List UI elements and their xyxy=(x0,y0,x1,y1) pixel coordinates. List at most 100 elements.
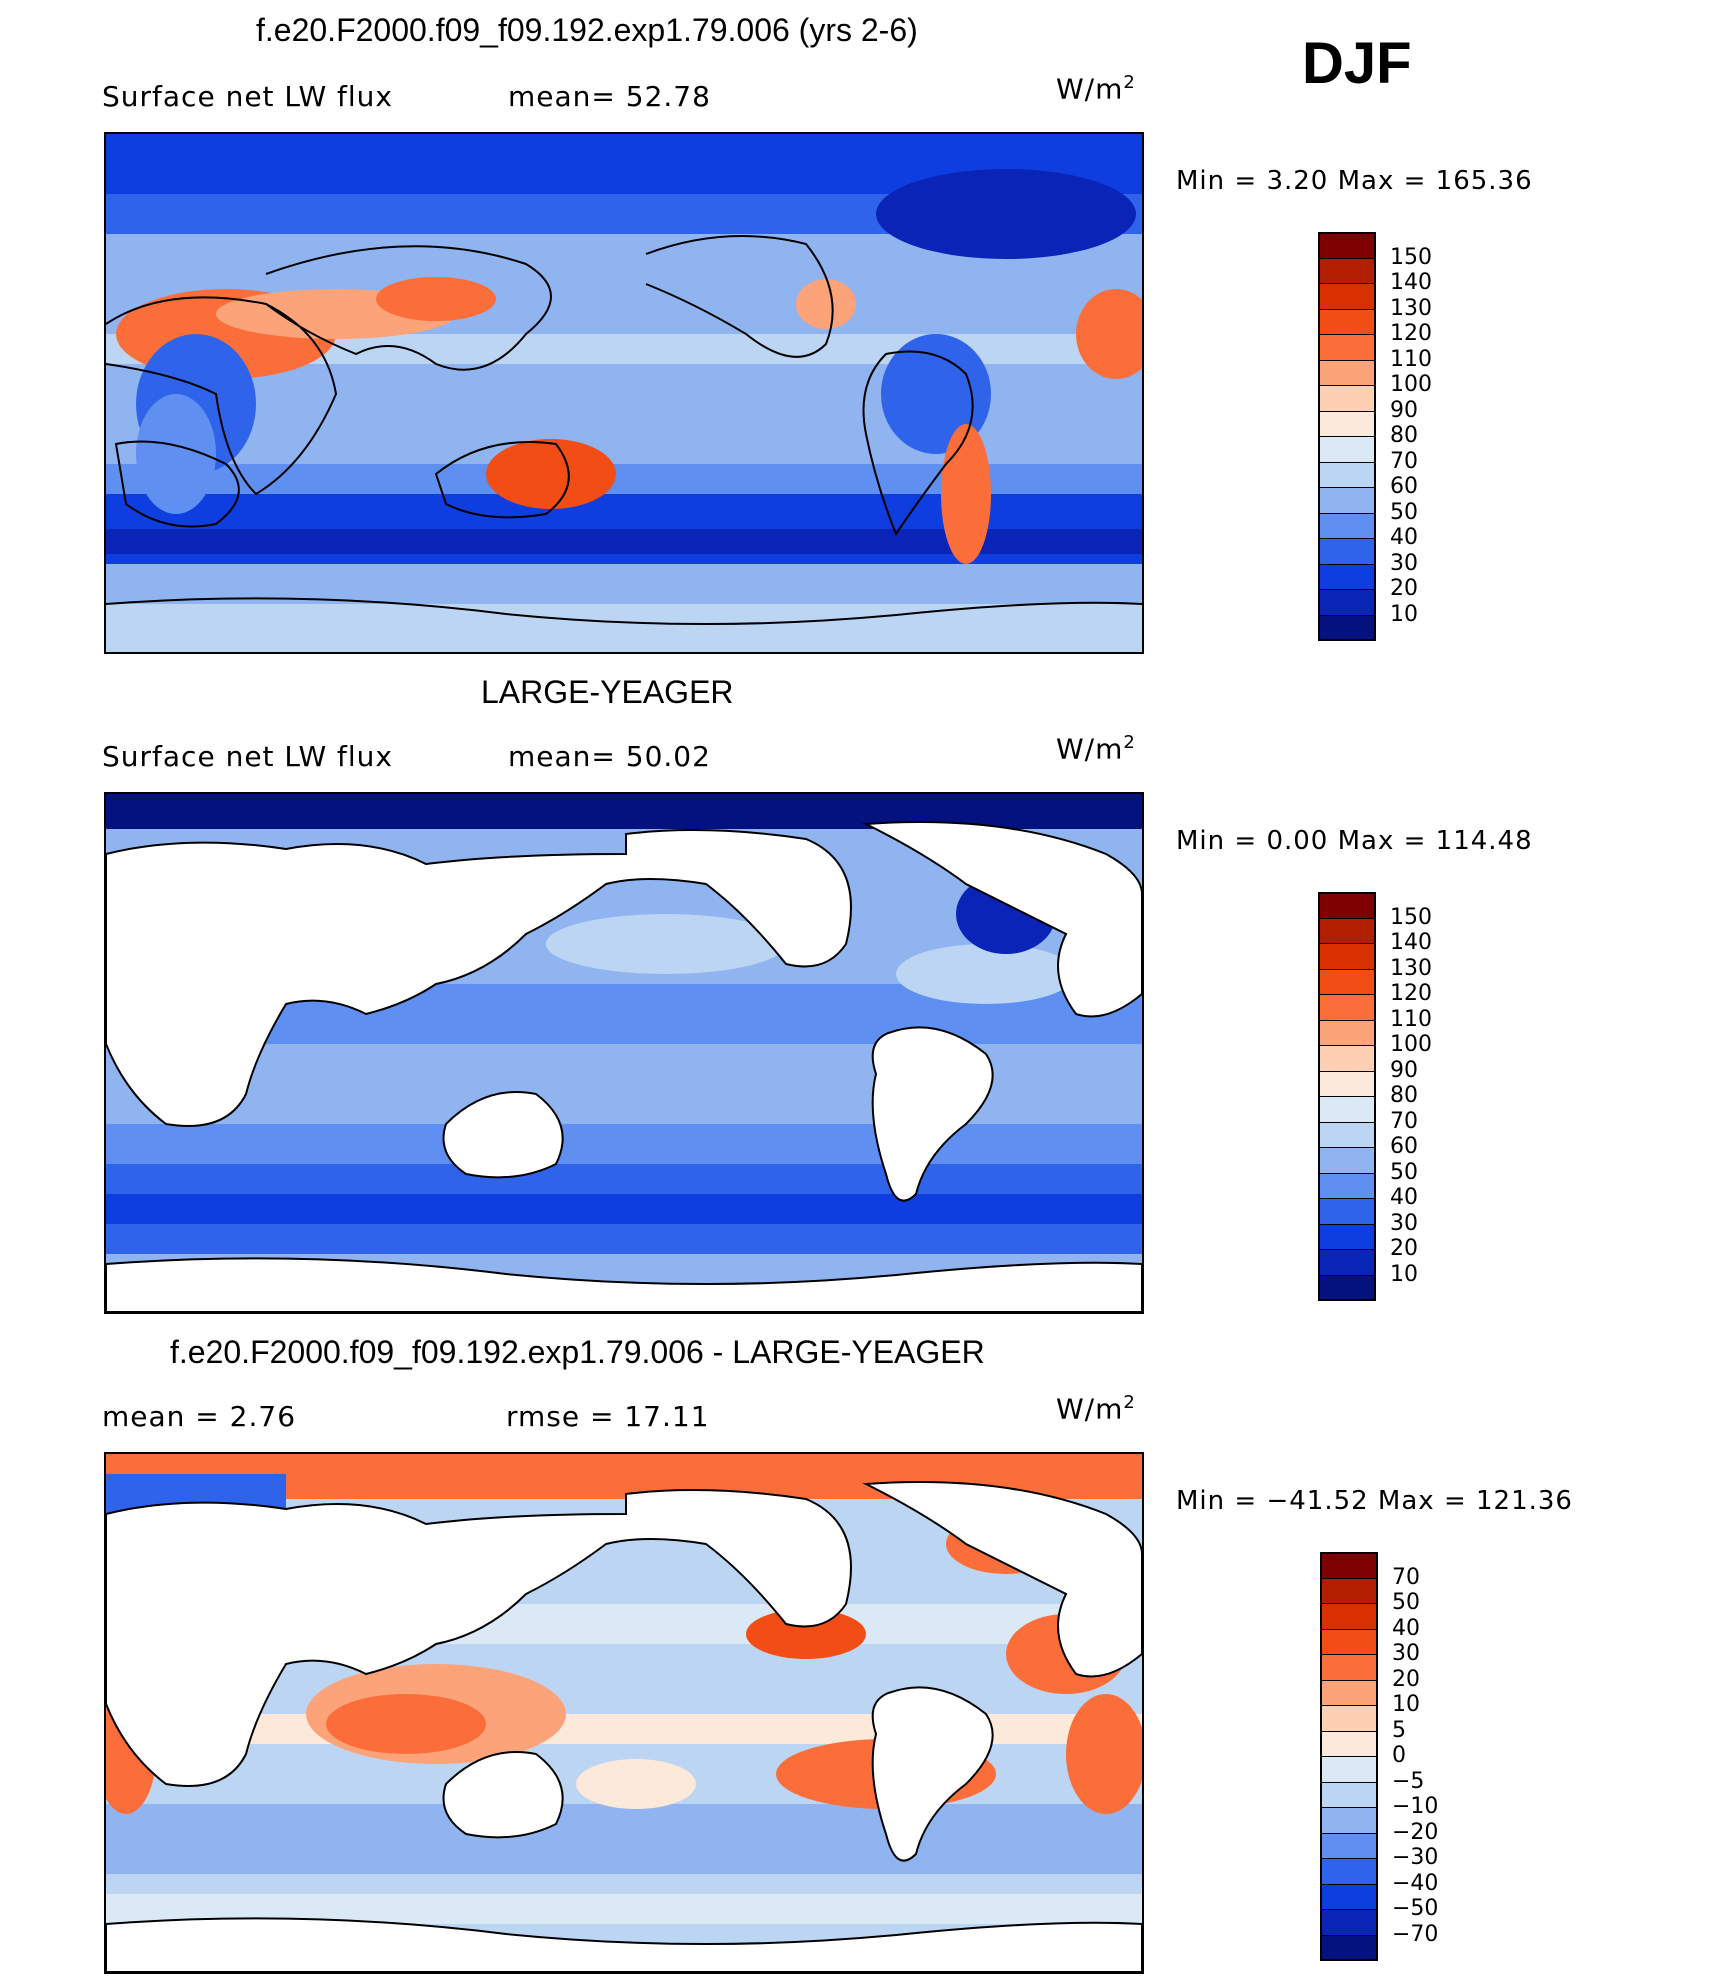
colorbar-swatch xyxy=(1318,385,1376,411)
panel-2-mean: mean= 50.02 xyxy=(508,740,711,773)
panel-2-title: LARGE-YEAGER xyxy=(481,674,734,710)
panel-1-variable-label: Surface net LW flux xyxy=(102,80,393,113)
colorbar-swatch xyxy=(1318,436,1376,462)
panel-2-units: W/m2 xyxy=(1056,732,1136,765)
colorbar-swatch xyxy=(1320,1628,1378,1655)
colorbar-tick-label: 120 xyxy=(1390,981,1432,1006)
colorbar-swatch xyxy=(1320,1909,1378,1935)
colorbar-tick-label: 110 xyxy=(1390,1006,1432,1032)
colorbar-tick-label: 100 xyxy=(1390,1032,1432,1057)
panel-1-title: f.e20.F2000.f09_f09.192.exp1.79.006 (yrs… xyxy=(256,12,918,48)
colorbar-tick-label: −50 xyxy=(1392,1896,1439,1921)
colorbar-tick-label: 30 xyxy=(1390,550,1418,576)
panel-3-mean: mean = 2.76 xyxy=(102,1400,297,1433)
colorbar-tick-label: 120 xyxy=(1390,321,1432,346)
colorbar-swatch xyxy=(1318,1172,1376,1199)
colorbar-swatch xyxy=(1318,487,1376,513)
colorbar-tick-label: 100 xyxy=(1390,372,1432,397)
panel-1-map xyxy=(104,132,1144,654)
panel-1-mean: mean= 52.78 xyxy=(508,80,711,113)
panel-3-contour-field xyxy=(106,1454,1142,1972)
colorbar-swatch xyxy=(1318,892,1376,918)
colorbar-swatch xyxy=(1318,1019,1376,1046)
colorbar-swatch xyxy=(1318,1147,1376,1173)
units-exponent: 2 xyxy=(1123,732,1136,753)
colorbar-tick-label: 50 xyxy=(1390,499,1418,525)
units-base: W/m xyxy=(1056,732,1124,766)
colorbar-swatch xyxy=(1320,1730,1378,1757)
colorbar-tick-label: 40 xyxy=(1390,525,1418,550)
colorbar-swatch xyxy=(1320,1781,1378,1808)
colorbar-swatch xyxy=(1318,283,1376,309)
colorbar-swatch xyxy=(1318,461,1376,488)
colorbar-swatch xyxy=(1318,257,1376,284)
colorbar-swatch xyxy=(1318,1223,1376,1250)
colorbar-tick-label: −10 xyxy=(1392,1794,1439,1819)
colorbar-swatch xyxy=(1318,512,1376,539)
colorbar-tick-label: −70 xyxy=(1392,1921,1439,1947)
panel-1-contour-field xyxy=(106,134,1142,652)
colorbar-swatch xyxy=(1320,1603,1378,1629)
panel-2-map xyxy=(104,792,1144,1314)
panel-3-minmax: Min = −41.52 Max = 121.36 xyxy=(1176,1486,1573,1516)
colorbar-tick-label: 130 xyxy=(1390,955,1432,981)
colorbar-swatch xyxy=(1318,308,1376,335)
colorbar-swatch xyxy=(1320,1577,1378,1604)
colorbar-tick-label: −40 xyxy=(1392,1870,1439,1896)
colorbar-tick-label: 20 xyxy=(1392,1666,1420,1692)
colorbar-swatch xyxy=(1318,1096,1376,1122)
colorbar-tick-label: 20 xyxy=(1390,576,1418,601)
colorbar-swatch xyxy=(1320,1832,1378,1859)
colorbar-swatch xyxy=(1318,334,1376,360)
colorbar-swatch xyxy=(1320,1705,1378,1731)
colorbar-swatch xyxy=(1320,1858,1378,1884)
colorbar-swatch xyxy=(1320,1679,1378,1706)
colorbar-tick-label: 70 xyxy=(1390,1108,1418,1134)
colorbar-tick-label: −20 xyxy=(1392,1819,1439,1845)
colorbar-tick-label: 40 xyxy=(1390,1185,1418,1210)
colorbar-tick-label: 150 xyxy=(1390,244,1432,270)
colorbar-swatch xyxy=(1320,1756,1378,1782)
units-exponent: 2 xyxy=(1123,72,1136,93)
panel-2-minmax: Min = 0.00 Max = 114.48 xyxy=(1176,826,1533,856)
colorbar-tick-label: 80 xyxy=(1390,1083,1418,1108)
colorbar-tick-label: 60 xyxy=(1390,474,1418,499)
panel-2-contour-field xyxy=(106,794,1142,1312)
colorbar-tick-label: 70 xyxy=(1392,1564,1420,1590)
colorbar-swatch xyxy=(1318,943,1376,969)
colorbar-tick-label: 150 xyxy=(1390,904,1432,930)
colorbar-swatch xyxy=(1320,1807,1378,1833)
colorbar-swatch xyxy=(1318,994,1376,1020)
colorbar-tick-label: 0 xyxy=(1392,1743,1406,1768)
colorbar-swatch xyxy=(1318,232,1376,258)
panel-1-colorbar: 150 140 130 120 110 100 90 80 70 60 50 40 30 20 10 xyxy=(1318,232,1478,641)
colorbar-swatch xyxy=(1320,1552,1378,1578)
colorbar-swatch xyxy=(1318,563,1376,590)
panel-2-colorbar: 150 140 130 120 110 100 90 80 70 60 50 40 30 20 10 xyxy=(1318,892,1478,1301)
colorbar-tick-label: 60 xyxy=(1390,1134,1418,1159)
colorbar-tick-label: 50 xyxy=(1392,1590,1420,1615)
units-base: W/m xyxy=(1056,1392,1124,1426)
colorbar-swatch xyxy=(1320,1934,1378,1961)
colorbar-swatch xyxy=(1320,1654,1378,1680)
colorbar-tick-label: 70 xyxy=(1390,448,1418,474)
colorbar-tick-label: 130 xyxy=(1390,295,1432,321)
colorbar-swatch xyxy=(1318,538,1376,564)
colorbar-tick-label: 90 xyxy=(1390,397,1418,423)
panel-1-units: W/m2 xyxy=(1056,72,1136,105)
units-base: W/m xyxy=(1056,72,1124,106)
colorbar-swatch xyxy=(1318,1121,1376,1148)
panel-3-units: W/m2 xyxy=(1056,1392,1136,1425)
colorbar-tick-label: 30 xyxy=(1390,1210,1418,1236)
colorbar-tick-label: 40 xyxy=(1392,1615,1420,1641)
colorbar-tick-label: 90 xyxy=(1390,1057,1418,1083)
colorbar-tick-label: −5 xyxy=(1392,1768,1425,1794)
colorbar-tick-label: 80 xyxy=(1390,423,1418,448)
colorbar-swatch xyxy=(1318,1198,1376,1224)
colorbar-tick-label: 50 xyxy=(1390,1159,1418,1185)
panel-3-title: f.e20.F2000.f09_f09.192.exp1.79.006 - LA… xyxy=(170,1334,985,1370)
panel-1-minmax: Min = 3.20 Max = 165.36 xyxy=(1176,166,1533,196)
colorbar-tick-label: 10 xyxy=(1392,1692,1420,1717)
colorbar-tick-label: 140 xyxy=(1390,930,1432,955)
colorbar-tick-label: 5 xyxy=(1392,1717,1406,1743)
